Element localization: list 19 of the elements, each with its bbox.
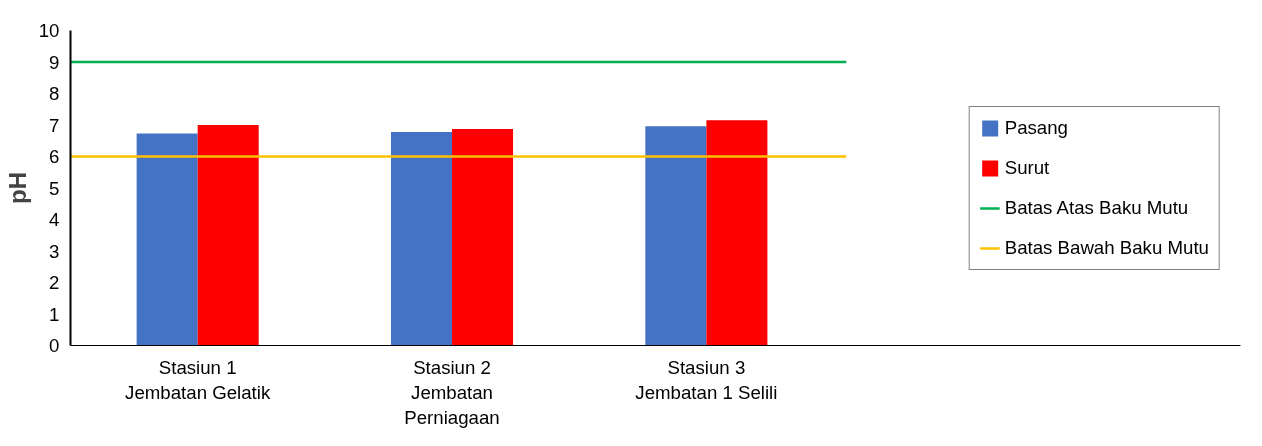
y-tick-label: 5 bbox=[49, 177, 60, 199]
y-tick-label: 3 bbox=[49, 240, 60, 262]
x-tick-label: Stasiun 3 Jembatan 1 Selili bbox=[635, 356, 778, 403]
y-tick-label: 2 bbox=[49, 272, 60, 293]
legend-label: Pasang bbox=[1004, 116, 1069, 139]
y-tick-label: 6 bbox=[49, 146, 60, 167]
y-tick-label: 9 bbox=[49, 51, 60, 73]
legend-label: Batas Bawah Baku Mutu bbox=[1004, 236, 1209, 259]
x-tick-label: Stasiun 1 Jembatan Gelatik bbox=[125, 356, 271, 403]
legend-label: Batas Atas Baku Mutu bbox=[1004, 196, 1189, 219]
y-tick-label: 0 bbox=[49, 335, 60, 356]
y-axis-title: pH bbox=[3, 172, 31, 204]
legend-label: Surut bbox=[1004, 156, 1051, 179]
x-tick-label: Stasiun 2 Jembatan Perniagaan bbox=[404, 356, 500, 428]
y-tick-label: 7 bbox=[49, 114, 60, 136]
y-tick-label: 1 bbox=[49, 303, 60, 325]
y-tick-label: 10 bbox=[38, 20, 60, 41]
y-tick-label: 4 bbox=[49, 209, 60, 230]
y-tick-label: 8 bbox=[49, 83, 60, 104]
